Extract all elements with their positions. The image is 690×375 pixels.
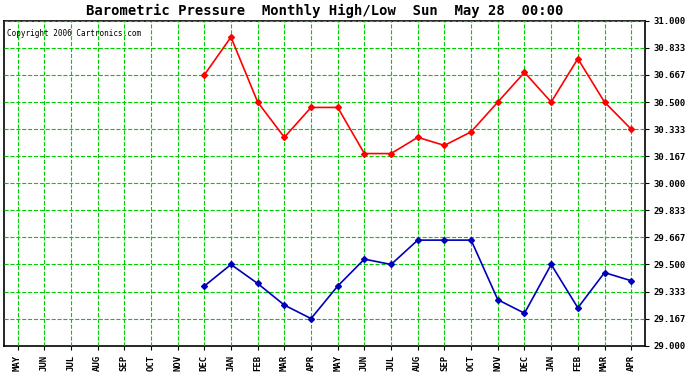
Text: Copyright 2006 Cartronics.com: Copyright 2006 Cartronics.com: [8, 29, 141, 38]
Title: Barometric Pressure  Monthly High/Low  Sun  May 28  00:00: Barometric Pressure Monthly High/Low Sun…: [86, 4, 563, 18]
